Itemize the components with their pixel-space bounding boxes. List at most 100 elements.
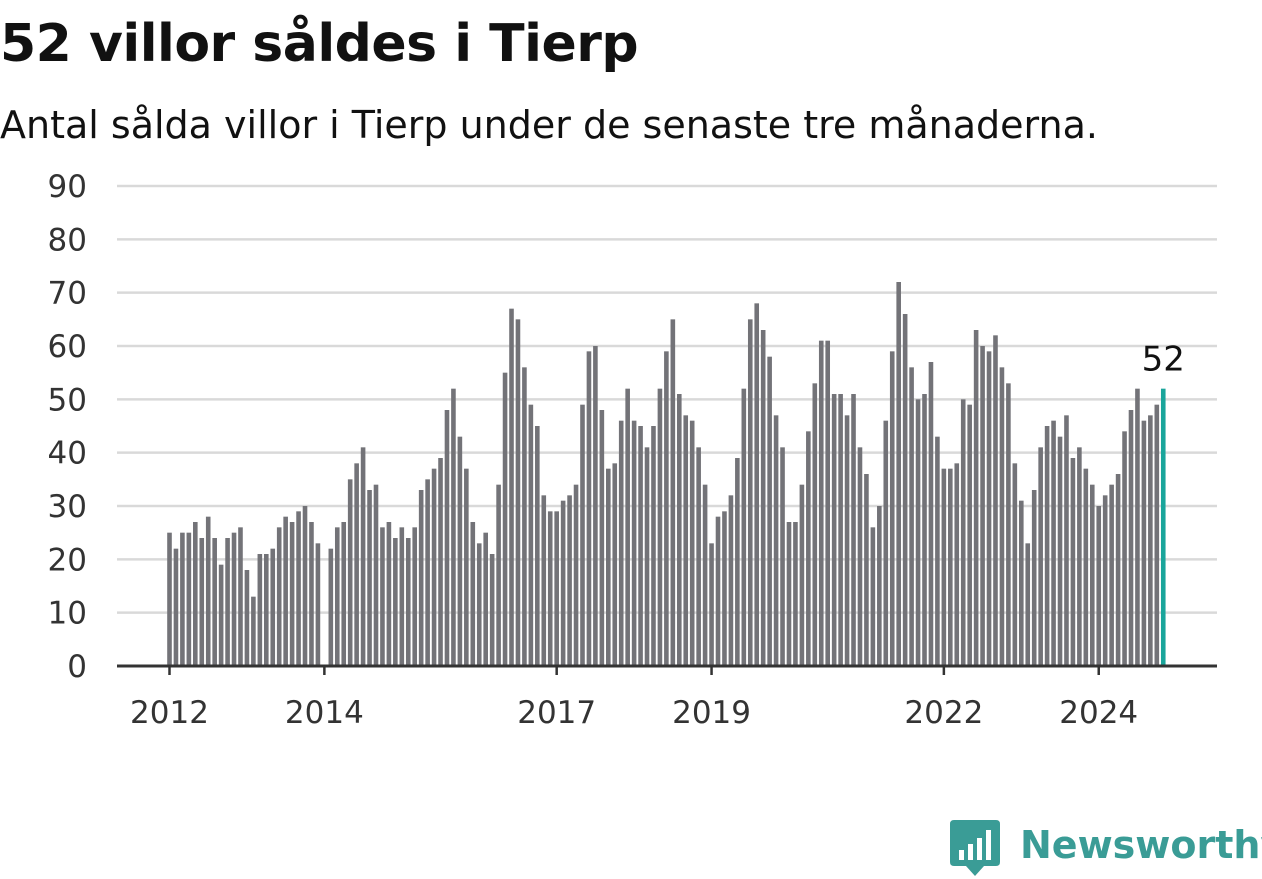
bar [199, 538, 205, 666]
bar [599, 410, 605, 666]
bar [883, 420, 889, 666]
bar [806, 431, 811, 666]
bar [560, 500, 566, 666]
bar [786, 522, 792, 666]
bar [451, 388, 456, 666]
y-tick-label: 80 [48, 222, 87, 258]
bar [741, 388, 747, 666]
x-tick-label: 2014 [285, 695, 364, 731]
bar [263, 554, 269, 666]
bar [709, 543, 714, 666]
y-tick-label: 70 [48, 276, 87, 312]
bar [967, 404, 972, 666]
brand[interactable]: Newsworthy [950, 818, 1262, 876]
brand-name: Newsworthy [1020, 823, 1262, 867]
bar [793, 522, 798, 666]
newsworthy-logo-icon [950, 820, 1000, 876]
bar [502, 372, 508, 666]
bar [1044, 426, 1050, 666]
bar [902, 314, 908, 666]
bar [464, 468, 469, 666]
bar [844, 415, 850, 666]
bar [935, 436, 940, 666]
bar [354, 463, 359, 666]
bar [528, 404, 534, 666]
bar [1115, 474, 1121, 666]
bar [393, 538, 398, 666]
bar [702, 484, 708, 666]
bar [276, 527, 282, 666]
bar [418, 490, 424, 666]
x-tick-label: 2024 [1059, 695, 1138, 731]
bar [244, 570, 250, 666]
bar [1018, 500, 1024, 666]
bar [225, 538, 230, 666]
bar [1096, 506, 1102, 666]
bar [999, 367, 1005, 666]
bar [586, 351, 592, 666]
bar [515, 319, 521, 666]
bar [1148, 415, 1153, 666]
bar [1057, 436, 1063, 666]
bar [1141, 420, 1147, 666]
bar [1089, 484, 1095, 666]
y-tick-label: 0 [67, 649, 87, 685]
y-tick-label: 20 [48, 542, 87, 578]
bar [618, 420, 624, 666]
bar [302, 506, 308, 666]
chart-title: 52 villor såldes i Tierp [0, 14, 639, 74]
bar [399, 527, 405, 666]
bar [657, 388, 663, 666]
bar [857, 447, 863, 666]
bar [631, 420, 637, 666]
bar [948, 468, 953, 666]
bar [1031, 490, 1037, 666]
x-tick-label: 2022 [904, 695, 983, 731]
bar [1102, 495, 1108, 666]
bar [360, 447, 366, 666]
bar [444, 410, 450, 666]
bar [470, 522, 476, 666]
bar [1051, 420, 1056, 666]
bar [580, 404, 585, 666]
bar [328, 548, 334, 666]
bar [412, 527, 418, 666]
y-tick-label: 60 [48, 329, 87, 365]
chart-subtitle: Antal sålda villor i Tierp under de sena… [0, 103, 1098, 147]
bar [993, 335, 998, 666]
bar [270, 548, 276, 666]
bar [476, 543, 482, 666]
bar [1064, 415, 1069, 666]
bar [760, 330, 766, 666]
bar [980, 346, 985, 666]
bar [1038, 447, 1043, 666]
bar [489, 554, 495, 666]
bar [689, 420, 695, 666]
bar [851, 394, 856, 666]
bar [405, 538, 411, 666]
bar [928, 362, 934, 666]
bar [173, 548, 179, 666]
bar [818, 340, 824, 666]
bar [696, 447, 701, 666]
annotations: 52 [1142, 340, 1185, 380]
bar [838, 394, 843, 666]
x-tick-label: 2012 [130, 695, 209, 731]
x-tick-label: 2017 [517, 695, 596, 731]
bar [231, 532, 237, 666]
bar [373, 484, 379, 666]
bar [754, 303, 760, 666]
bar [683, 415, 689, 666]
bar [296, 511, 301, 666]
bar [722, 511, 727, 666]
bar [1154, 404, 1160, 666]
bar [593, 346, 598, 666]
bar [612, 463, 618, 666]
bar [773, 415, 779, 666]
bar [541, 495, 547, 666]
bar [715, 516, 721, 666]
bar [1128, 410, 1134, 666]
bar [747, 319, 753, 666]
bar [289, 522, 295, 666]
bar [1077, 447, 1082, 666]
